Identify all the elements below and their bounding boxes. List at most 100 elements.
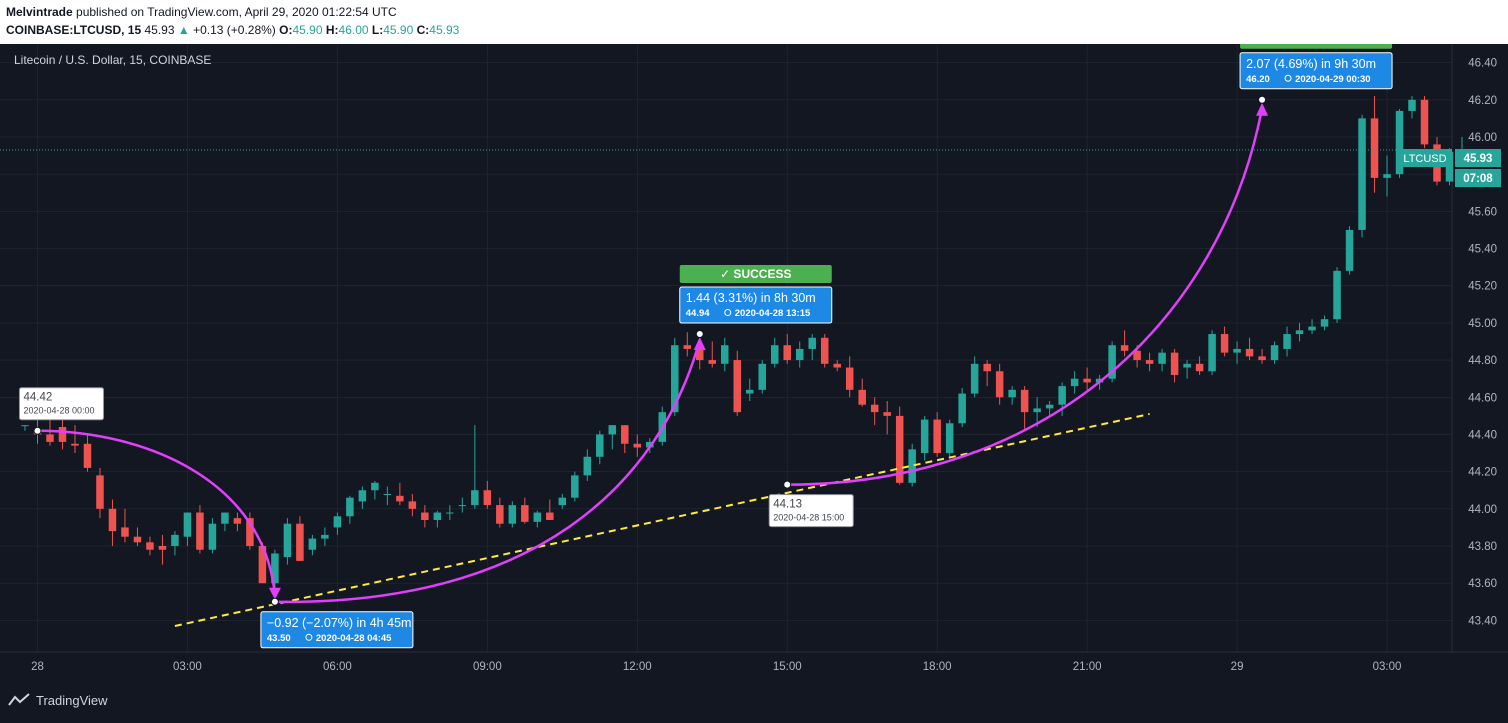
candle-body	[783, 345, 791, 361]
candle-body	[933, 419, 941, 454]
candle-body	[371, 482, 379, 491]
candle-body	[920, 419, 929, 454]
candlestick-chart[interactable]: 43.40 43.60 43.80 44.00 44.20 44.40 44.60 44.80…	[0, 30, 1508, 718]
move-label-price: 46.20	[1246, 74, 1270, 85]
arrowhead-down-icon	[268, 587, 281, 600]
decline-curve	[37, 429, 277, 596]
candle-body	[995, 371, 1004, 398]
candle-body	[1133, 350, 1141, 361]
candle-body	[1083, 378, 1091, 383]
candle-body	[1295, 330, 1304, 335]
anchor-point	[1258, 95, 1267, 104]
candle-body	[1370, 118, 1379, 178]
move-label-text: −0.92 (−2.07%) in 4h 45m	[267, 616, 412, 630]
move-label-box	[1239, 52, 1393, 90]
countdown-text: 07:08	[1463, 173, 1493, 185]
price-tick-label: 46.00	[1468, 132, 1497, 144]
candle-body	[271, 553, 279, 584]
candle-body	[608, 425, 617, 435]
candle-body	[83, 443, 92, 468]
chart-area[interactable]: 43.40 43.60 43.80 44.00 44.20 44.40 44.60 44.80…	[0, 30, 1508, 718]
published-text: published on TradingView.com, April 29, …	[76, 5, 397, 19]
candle-body	[1158, 352, 1166, 364]
candle-body	[1058, 386, 1066, 405]
candle-body	[183, 512, 192, 537]
candle-body	[496, 505, 504, 524]
candle-body	[546, 512, 554, 520]
candle-body	[533, 512, 542, 522]
candle-body	[571, 475, 579, 498]
candle-body	[58, 427, 67, 442]
candle-body	[1170, 352, 1179, 375]
candle-body	[521, 505, 529, 522]
tradingview-logo[interactable]: TradingView	[8, 690, 108, 710]
candle-body	[1145, 360, 1154, 364]
support-trendline	[174, 413, 1150, 627]
candle-body	[221, 512, 229, 524]
candle-body	[1070, 378, 1079, 387]
candle-body	[383, 493, 392, 495]
candle-body	[396, 495, 404, 502]
candle-body	[745, 389, 754, 394]
candle-body	[1183, 363, 1191, 368]
rally-curve-2	[787, 107, 1264, 486]
price-tick-label: 44.20	[1468, 467, 1497, 479]
candle-body	[795, 348, 804, 361]
candle-body	[983, 363, 991, 372]
drawings	[0, 95, 1452, 627]
low-value: 45.90	[383, 23, 414, 37]
candle-body	[858, 389, 866, 405]
candle-body	[633, 443, 642, 448]
anchor-point	[783, 480, 792, 489]
candle-body	[770, 345, 779, 364]
price-tick-label: 43.60	[1468, 578, 1497, 590]
candle-body	[421, 512, 429, 520]
time-tick-label: 21:00	[1073, 661, 1102, 673]
candle-body	[1358, 118, 1366, 230]
candle-body	[358, 490, 367, 502]
candle-body	[1195, 363, 1204, 372]
candle-body	[908, 449, 916, 483]
candle-body	[471, 490, 479, 506]
candle-body	[258, 546, 267, 584]
candle-body	[558, 497, 567, 506]
candle-body	[283, 523, 292, 558]
candle-body	[1270, 345, 1279, 361]
move-label-date: 2020-04-28 04:45	[316, 633, 392, 644]
price-label-value: 44.13	[773, 499, 802, 511]
candle-body	[958, 393, 966, 424]
candle-body	[246, 518, 254, 547]
rally-curve-1	[274, 339, 701, 604]
price-tick-label: 45.40	[1468, 244, 1497, 256]
candle-body	[696, 348, 704, 361]
price-axis[interactable]: 43.40 43.60 43.80 44.00 44.20 44.40 44.60 44.80…	[1468, 58, 1497, 628]
price-label-date: 2020-04-28 00:00	[23, 406, 94, 416]
chart-title: Litecoin / U.S. Dollar, 15, COINBASE	[14, 53, 211, 67]
candle-body	[71, 443, 79, 446]
candle-body	[433, 512, 442, 520]
time-tick-label: 03:00	[173, 661, 202, 673]
candle-body	[596, 434, 604, 457]
candle-body	[1108, 345, 1116, 379]
publish-header: Melvintrade published on TradingView.com…	[0, 0, 1508, 44]
price-tick-label: 44.00	[1468, 504, 1497, 516]
price-label-date: 2020-04-28 15:00	[773, 513, 844, 523]
price-tick-label: 45.00	[1468, 318, 1497, 330]
candle-body	[146, 542, 154, 550]
candle-body	[483, 490, 492, 506]
candle-body	[671, 345, 679, 413]
price-tick-label: 45.60	[1468, 206, 1497, 218]
clock-icon	[724, 309, 732, 317]
price-label-value: 44.42	[23, 392, 52, 404]
time-axis[interactable]: 28 03:00 06:00 09:00 12:00 15:00 18:00 21:00 29 0…	[31, 661, 1401, 673]
close-label: C:	[416, 23, 430, 37]
move-label-box	[679, 286, 833, 324]
move-label-box	[260, 611, 414, 649]
price-tick-label: 43.80	[1468, 541, 1497, 553]
time-tick-label: 18:00	[923, 661, 952, 673]
candle-body	[171, 534, 179, 547]
candle-body	[1208, 334, 1216, 372]
author-name[interactable]: Melvintrade	[6, 5, 73, 19]
candle-body	[945, 423, 954, 454]
candle-body	[46, 434, 54, 442]
